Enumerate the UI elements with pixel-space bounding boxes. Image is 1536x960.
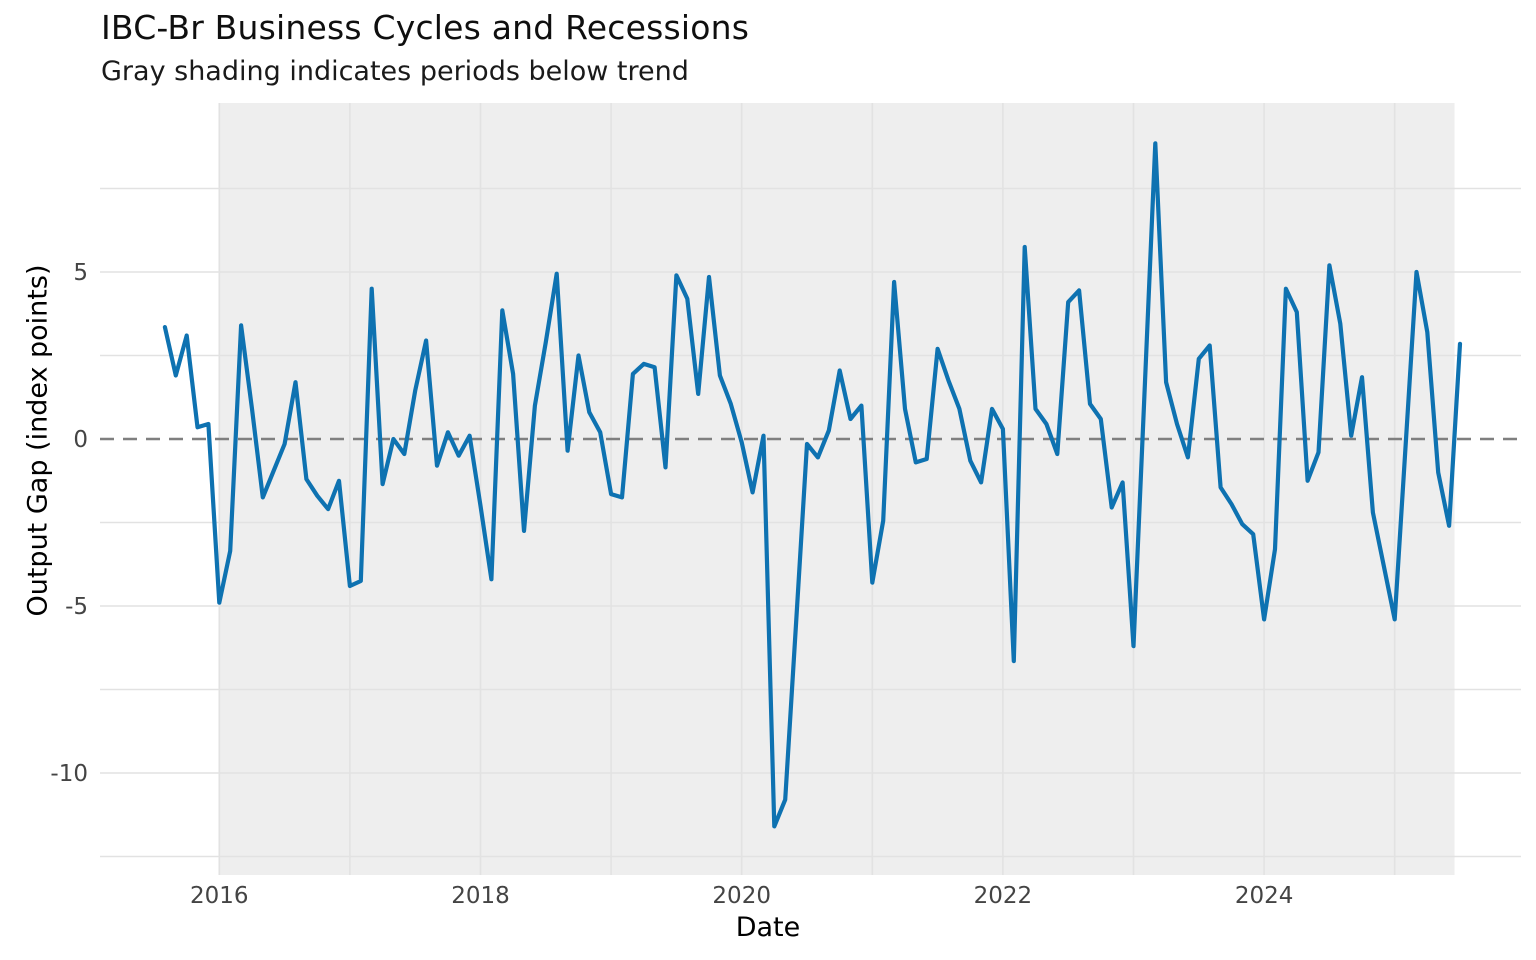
x-tick-label: 2024: [1235, 883, 1294, 909]
x-tick-label: 2020: [712, 883, 771, 909]
y-tick-label: 0: [73, 427, 88, 453]
chart-title: IBC-Br Business Cycles and Recessions: [101, 8, 750, 47]
x-axis-title: Date: [735, 912, 801, 943]
output-gap-line: [162, 141, 1463, 829]
y-tick-label: -5: [65, 594, 88, 620]
x-tick-label: 2022: [974, 883, 1033, 909]
y-tick-label: -10: [50, 761, 88, 787]
y-tick-label: 5: [73, 260, 88, 286]
below-trend-shading: [219, 103, 1455, 875]
x-tick-label: 2018: [451, 883, 510, 909]
chart-subtitle: Gray shading indicates periods below tre…: [101, 56, 689, 87]
y-axis-title: Output Gap (index points): [22, 264, 54, 617]
x-tick-label: 2016: [190, 883, 249, 909]
